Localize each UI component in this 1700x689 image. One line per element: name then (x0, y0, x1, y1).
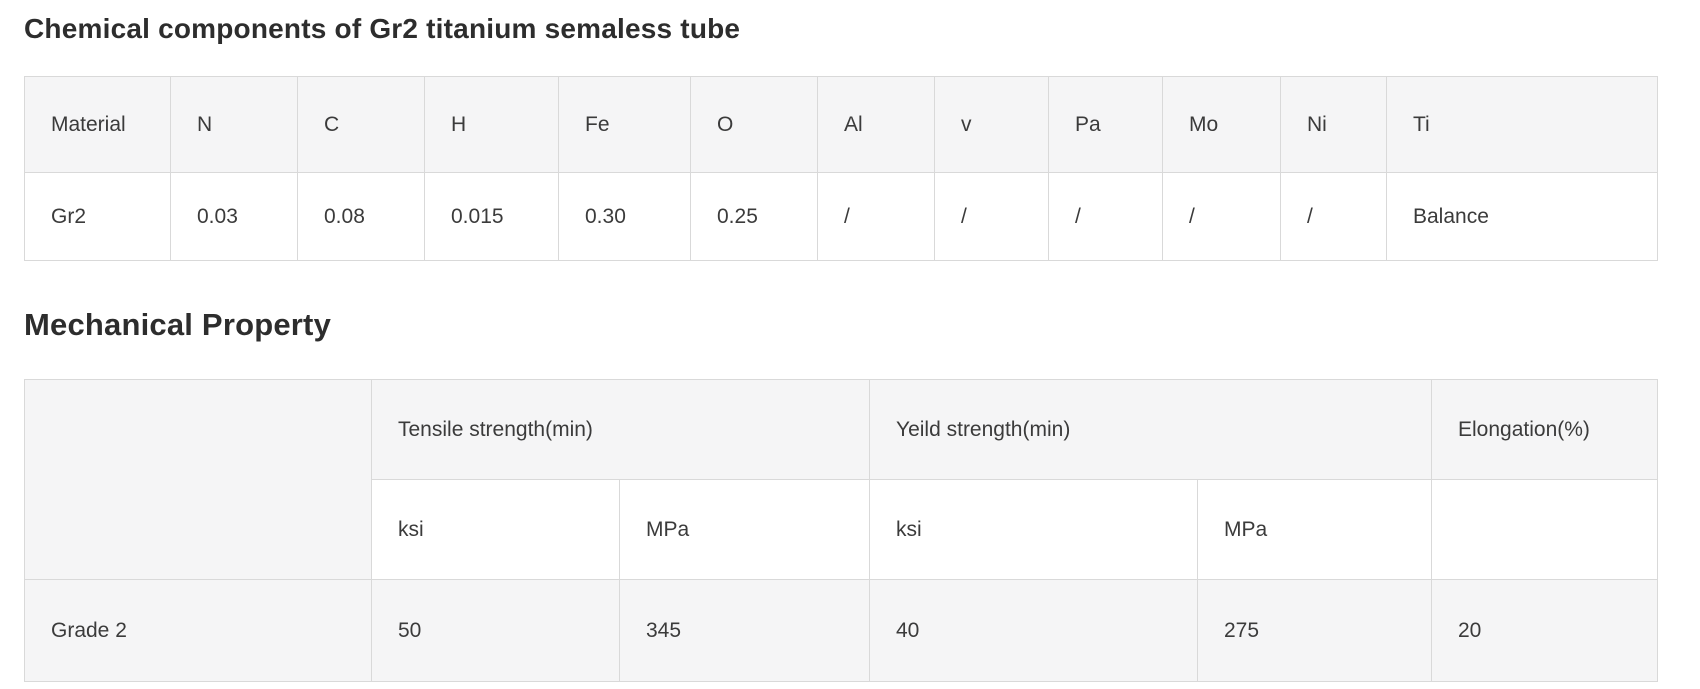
chem-header-h: H (424, 76, 559, 173)
chem-cell-fe: 0.30 (558, 172, 691, 261)
chem-cell-pa: / (1048, 172, 1163, 261)
mech-cell-grade: Grade 2 (24, 579, 372, 682)
mech-header-yeild-strength: Yeild strength(min) (869, 379, 1432, 480)
mech-subheader-elongation-empty (1431, 479, 1658, 580)
chem-header-mo: Mo (1162, 76, 1281, 173)
chem-header-c: C (297, 76, 425, 173)
mech-cell-yeild-ksi: 40 (869, 579, 1198, 682)
chem-cell-n: 0.03 (170, 172, 298, 261)
mech-cell-yeild-mpa: 275 (1197, 579, 1432, 682)
chemical-components-title: Chemical components of Gr2 titanium sema… (24, 13, 741, 44)
chem-header-ti: Ti (1386, 76, 1658, 173)
chem-cell-material: Gr2 (24, 172, 171, 261)
mech-cell-elongation: 20 (1431, 579, 1658, 682)
chem-header-material: Material (24, 76, 171, 173)
mech-subheader-row: ksi MPa ksi MPa (25, 479, 1658, 580)
mech-header-elongation: Elongation(%) (1431, 379, 1658, 480)
mech-group-header-row: Tensile strength(min) Yeild strength(min… (24, 379, 1658, 580)
chem-header-fe: Fe (558, 76, 691, 173)
chem-cell-v: / (934, 172, 1049, 261)
chem-header-o: O (690, 76, 818, 173)
mech-header-tensile-strength: Tensile strength(min) (371, 379, 870, 480)
chem-cell-mo: / (1162, 172, 1281, 261)
mech-subheader-tensile-ksi: ksi (371, 479, 620, 580)
chem-cell-h: 0.015 (424, 172, 559, 261)
mech-corner-cell (24, 379, 372, 580)
chem-cell-o: 0.25 (690, 172, 818, 261)
chemical-components-table: Material N C H Fe O Al v Pa Mo Ni Ti Gr2… (24, 76, 1658, 261)
chem-cell-c: 0.08 (297, 172, 425, 261)
chem-header-n: N (170, 76, 298, 173)
mech-data-row: Grade 2 50 345 40 275 20 (24, 579, 1658, 682)
chem-header-v: v (934, 76, 1049, 173)
mech-subheader-tensile-mpa: MPa (619, 479, 870, 580)
mech-cell-tensile-ksi: 50 (371, 579, 620, 682)
mech-cell-tensile-mpa: 345 (619, 579, 870, 682)
chem-cell-al: / (817, 172, 935, 261)
mechanical-property-table: Tensile strength(min) Yeild strength(min… (24, 379, 1658, 682)
chem-data-row: Gr2 0.03 0.08 0.015 0.30 0.25 / / / / / … (24, 172, 1658, 261)
mech-subheader-yeild-ksi: ksi (869, 479, 1198, 580)
mechanical-property-title: Mechanical Property (24, 307, 332, 342)
chem-header-al: Al (817, 76, 935, 173)
mech-subheader-yeild-mpa: MPa (1197, 479, 1432, 580)
chem-cell-ti: Balance (1386, 172, 1658, 261)
chem-cell-ni: / (1280, 172, 1387, 261)
chem-header-pa: Pa (1048, 76, 1163, 173)
chem-header-ni: Ni (1280, 76, 1387, 173)
chem-header-row: Material N C H Fe O Al v Pa Mo Ni Ti (24, 76, 1658, 173)
